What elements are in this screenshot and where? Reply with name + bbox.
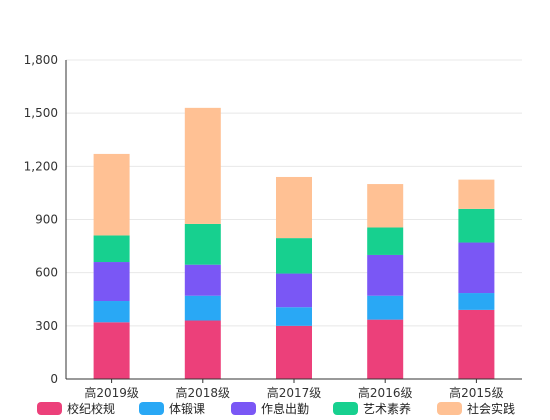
bar-segment-5-2 <box>184 107 221 224</box>
y-tick-labels: 0 300 600 900 1,200 1,500 1,800 <box>24 53 58 386</box>
bar-segment-4-1 <box>93 235 130 263</box>
bar-segment-1-5 <box>458 309 495 379</box>
bar-segment-3-1 <box>93 262 130 302</box>
bar-segment-3-2 <box>184 264 221 296</box>
bar-segment-3-3 <box>276 273 312 308</box>
bar-segment-1-3 <box>276 325 312 379</box>
x-tick-label: 高2018级 <box>176 385 231 400</box>
x-tick-labels: 高2019级 高2018级 高2017级 高2016级 高2015级 <box>84 385 503 400</box>
bar-segment-2-2 <box>184 295 221 321</box>
axes <box>65 60 522 383</box>
legend-swatch <box>231 402 256 415</box>
legend-label: 校纪校规 <box>67 401 115 416</box>
bar-segment-1-1 <box>93 322 130 379</box>
y-tick-label: 300 <box>35 319 58 333</box>
legend-label: 社会实践 <box>467 401 515 416</box>
legend-swatch <box>37 402 62 415</box>
y-tick-label: 1,500 <box>24 106 58 120</box>
bar-segment-1-4 <box>367 319 404 379</box>
legend-label: 作息出勤 <box>261 401 309 416</box>
bar-segment-2-1 <box>93 301 130 323</box>
legend-label: 艺术素养 <box>363 401 411 416</box>
x-tick-label: 高2017级 <box>267 385 322 400</box>
bar-segment-3-4 <box>367 254 404 296</box>
bar-segment-2-5 <box>458 293 495 310</box>
legend-swatch <box>139 402 164 415</box>
bar-segment-5-4 <box>367 184 404 228</box>
bar-segment-2-4 <box>367 295 404 320</box>
bar-segment-4-2 <box>184 223 221 265</box>
x-tick-label: 高2016级 <box>358 385 413 400</box>
y-tick-label: 0 <box>50 372 58 386</box>
y-tick-label: 900 <box>35 213 58 227</box>
bar-segment-5-1 <box>93 153 130 236</box>
bar-segment-4-4 <box>367 227 404 255</box>
x-tick-label: 高2015级 <box>449 385 504 400</box>
legend: 校纪校规 体锻课 作息出勤 艺术素养 社会实践 <box>37 401 515 416</box>
legend-label: 体锻课 <box>169 402 205 416</box>
y-tick-label: 1,200 <box>24 159 58 173</box>
bar-segment-5-5 <box>458 179 495 209</box>
bar-segment-4-3 <box>276 238 312 274</box>
y-tick-label: 1,800 <box>24 53 58 67</box>
bar-segment-3-5 <box>458 242 495 294</box>
bars <box>93 107 495 379</box>
bar-segment-2-3 <box>276 307 312 326</box>
y-tick-label: 600 <box>35 266 58 280</box>
bar-segment-4-5 <box>458 208 495 243</box>
x-tick-label: 高2019级 <box>84 385 139 400</box>
legend-swatch <box>437 402 462 415</box>
bar-segment-1-2 <box>184 320 221 379</box>
legend-swatch <box>333 402 358 415</box>
bar-segment-5-3 <box>276 176 312 239</box>
